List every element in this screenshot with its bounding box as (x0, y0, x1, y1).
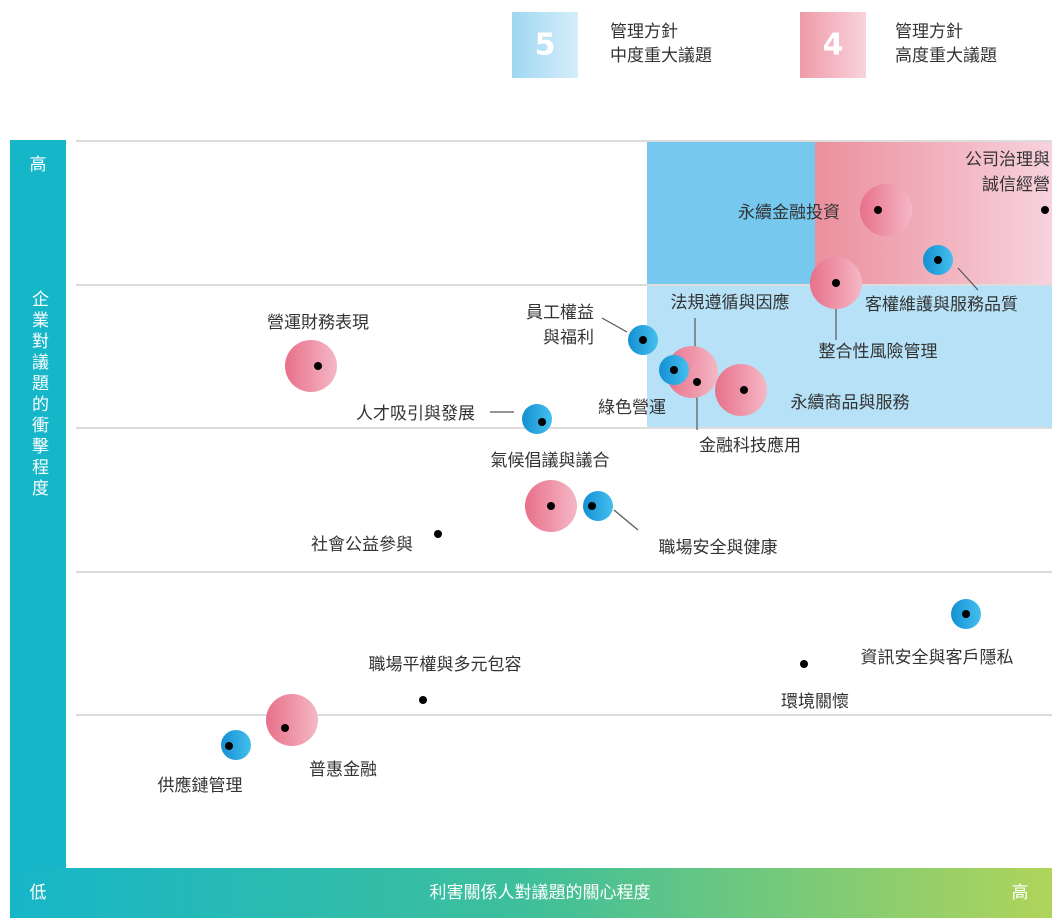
topic-dot (693, 378, 701, 386)
topic-dot (588, 502, 596, 510)
legend-number: 5 (535, 28, 556, 63)
legend-swatch (512, 12, 578, 78)
x-axis-bar (10, 868, 1052, 918)
topic-dot (670, 366, 678, 374)
topic-label: 與福利 (543, 328, 594, 348)
legend-swatch (800, 12, 866, 78)
topic-dot (419, 696, 427, 704)
medium-topic (583, 491, 613, 521)
high-topic (285, 340, 337, 392)
topic-label: 公司治理與 (965, 150, 1050, 170)
topic-dot (314, 362, 322, 370)
topic-dot (547, 502, 555, 510)
legend-text: 管理方針 (610, 22, 678, 42)
topic-dot (740, 386, 748, 394)
topic-label: 營運財務表現 (267, 313, 369, 333)
legend-text: 高度重大議題 (895, 46, 997, 66)
high-topic (860, 184, 912, 236)
y-title: 企業對議題的衝擊程度 (28, 290, 49, 500)
medium-topic (522, 404, 552, 434)
legend-text: 中度重大議題 (610, 46, 712, 66)
topic-label: 員工權益 (526, 303, 594, 323)
topic-label: 供應鏈管理 (158, 775, 243, 796)
topic-label: 整合性風險管理 (819, 342, 938, 362)
topic-label: 職場安全與健康 (659, 538, 778, 558)
y-axis-bar (10, 140, 66, 868)
topic-label: 客權維護與服務品質 (865, 295, 1018, 315)
x-high: 高 (1012, 883, 1029, 903)
topic-dot (538, 418, 546, 426)
topic-dot (434, 530, 442, 538)
legend-text: 管理方針 (895, 22, 963, 42)
y-high: 高 (30, 155, 47, 175)
topic-dot (832, 279, 840, 287)
topic-label: 普惠金融 (309, 760, 377, 780)
topic-label: 資訊安全與客戶隱私 (861, 648, 1014, 668)
high-topic (266, 694, 318, 746)
topic-label: 社會公益參與 (311, 535, 413, 555)
x-title: 利害關係人對議題的關心程度 (430, 883, 651, 903)
topic-label: 法規遵循與因應 (671, 292, 790, 313)
topic-dot (639, 336, 647, 344)
topic-dot (962, 610, 970, 618)
grid (76, 140, 1052, 716)
topic-dot (225, 742, 233, 750)
topic-dot (800, 660, 808, 668)
topic-dot (874, 206, 882, 214)
topic-label: 環境關懷 (781, 692, 849, 712)
y-low: 低 (30, 883, 47, 903)
topic-dot (1041, 206, 1049, 214)
topic-label: 人才吸引與發展 (356, 404, 475, 424)
topic-dot (934, 256, 942, 264)
topic-label: 氣候倡議與議合 (491, 451, 610, 471)
topic-label: 金融科技應用 (699, 435, 801, 456)
topic-label: 綠色營運 (598, 398, 666, 418)
topic-label: 永續金融投資 (738, 203, 840, 223)
topic-label: 職場平權與多元包容 (369, 655, 522, 675)
topic-label: 誠信經營 (982, 175, 1050, 195)
medium-topic (221, 730, 251, 760)
legend-number: 4 (823, 28, 844, 63)
topic-label: 永續商品與服務 (791, 393, 910, 413)
topic-dot (281, 724, 289, 732)
